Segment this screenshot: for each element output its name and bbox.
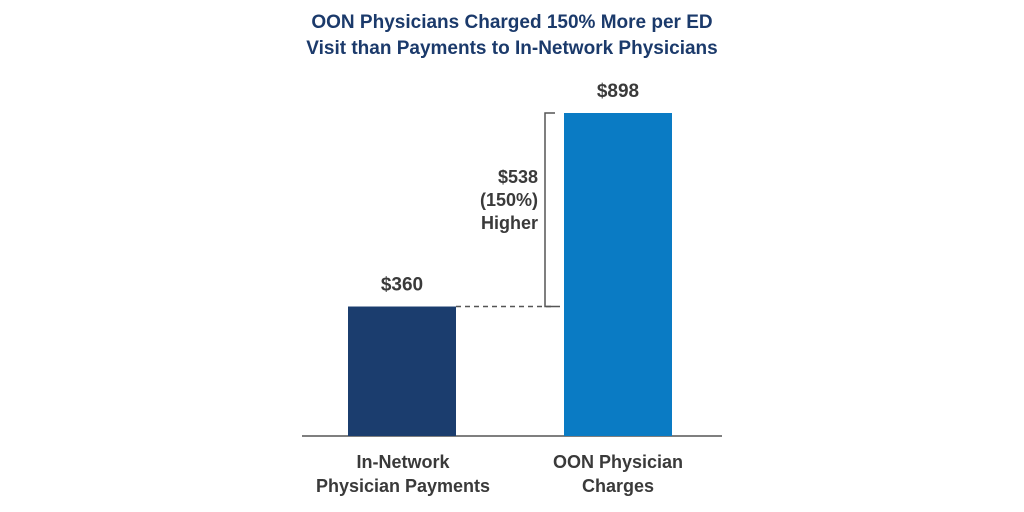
difference-bracket: [544, 112, 555, 308]
difference-annotation-text: Higher: [481, 213, 538, 233]
chart-title-line-2: Visit than Payments to In-Network Physic…: [306, 38, 718, 59]
difference-annotation: $538 (150%) Higher: [456, 112, 564, 308]
bars-layer: $360 $898: [348, 81, 672, 436]
difference-annotation-text: $538: [498, 167, 538, 187]
bar-in-network: [348, 306, 456, 436]
value-label-oon: $898: [597, 81, 639, 102]
category-label-line: Charges: [581, 476, 655, 496]
chart-title: OON Physicians Charged 150% More per ED …: [0, 10, 1024, 62]
chart-title-line-1: OON Physicians Charged 150% More per ED: [311, 12, 713, 33]
category-label-line: Physician Payments: [315, 476, 491, 496]
difference-annotation-text: (150%): [480, 190, 538, 210]
category-label-in-network: In-Network Physician Payments: [293, 450, 513, 498]
category-label-line: OON Physician: [552, 452, 684, 472]
category-label-line: In-Network: [356, 452, 450, 472]
value-label-in-network: $360: [381, 275, 423, 296]
category-label-oon: OON Physician Charges: [508, 450, 728, 498]
bar-oon: [564, 113, 672, 436]
